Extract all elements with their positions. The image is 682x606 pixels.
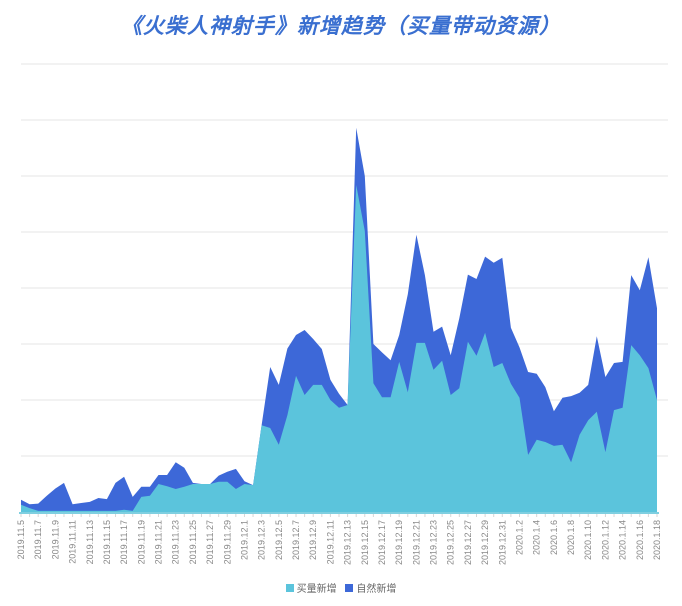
x-tick-label: 2019.12.7 bbox=[291, 520, 301, 560]
x-tick-label: 2019.12.3 bbox=[257, 520, 267, 560]
x-tick-label: 2019.12.19 bbox=[394, 520, 404, 565]
x-tick-label: 2020.1.6 bbox=[549, 520, 559, 555]
x-tick-label: 2019.11.29 bbox=[222, 520, 232, 564]
x-tick-label: 2019.12.23 bbox=[429, 520, 439, 565]
legend-item-paid: 买量新增 bbox=[285, 580, 337, 595]
organic-swatch-icon bbox=[345, 583, 354, 592]
chart-title: 《火柴人神射手》新增趋势（买量带动资源） bbox=[121, 14, 561, 38]
x-tick-label: 2019.12.11 bbox=[325, 520, 335, 564]
x-tick-label: 2019.12.1 bbox=[240, 520, 250, 560]
x-tick-label: 2020.1.12 bbox=[600, 520, 610, 560]
x-tick-label: 2019.12.27 bbox=[463, 520, 473, 565]
x-tick-label: 2020.1.10 bbox=[583, 520, 593, 560]
x-tick-label: 2019.11.23 bbox=[171, 520, 181, 564]
x-tick-label: 2019.11.13 bbox=[85, 520, 95, 564]
legend-item-organic: 自然新增 bbox=[345, 580, 396, 595]
x-tick-label: 2019.11.25 bbox=[188, 520, 198, 564]
legend-label-organic: 自然新增 bbox=[356, 584, 397, 595]
x-tick-label: 2019.12.31 bbox=[497, 520, 507, 565]
x-tick-label: 2020.1.2 bbox=[515, 520, 525, 555]
x-tick-label: 2019.11.27 bbox=[205, 520, 215, 564]
x-tick-label: 2019.11.17 bbox=[119, 520, 129, 564]
x-tick-label: 2019.12.9 bbox=[308, 520, 318, 560]
x-tick-label: 2020.1.8 bbox=[566, 520, 576, 555]
x-tick-label: 2019.12.21 bbox=[411, 520, 421, 565]
x-tick-label: 2019.12.29 bbox=[480, 520, 490, 565]
x-tick-label: 2019.11.19 bbox=[136, 520, 146, 564]
x-tick-label: 2019.12.13 bbox=[343, 520, 353, 565]
paid-area bbox=[21, 185, 657, 512]
x-tick-label: 2019.12.25 bbox=[446, 520, 456, 565]
x-tick-label: 2020.1.18 bbox=[652, 520, 662, 560]
x-tick-label: 2019.11.7 bbox=[33, 520, 43, 559]
x-tick-label: 2019.12.15 bbox=[360, 520, 370, 565]
x-tick-label: 2019.12.5 bbox=[274, 520, 284, 560]
x-tick-label: 2019.11.9 bbox=[50, 520, 60, 559]
x-tick-label: 2020.1.14 bbox=[618, 520, 628, 560]
x-tick-label: 2019.11.11 bbox=[68, 520, 78, 564]
x-tick-label: 2019.11.15 bbox=[102, 520, 112, 564]
x-tick-label: 2019.12.17 bbox=[377, 520, 387, 565]
x-tick-label: 2020.1.16 bbox=[635, 520, 645, 560]
x-tick-label: 2020.1.4 bbox=[532, 520, 542, 555]
legend-label-paid: 买量新增 bbox=[296, 584, 337, 595]
x-tick-label: 2019.11.21 bbox=[154, 520, 164, 564]
x-tick-label: 2019.11.5 bbox=[16, 520, 26, 559]
paid-swatch-icon bbox=[285, 583, 294, 592]
legend: 买量新增 自然新增 bbox=[0, 580, 682, 595]
